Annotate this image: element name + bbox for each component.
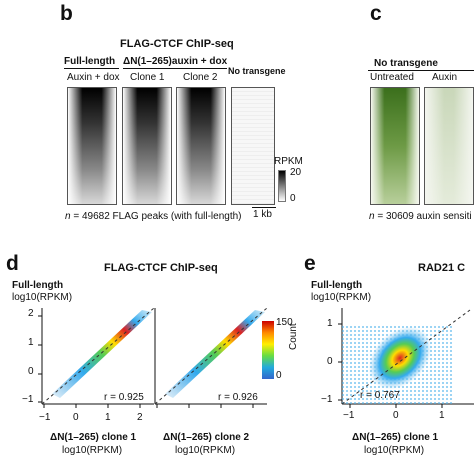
- panel-letter-d: d: [6, 252, 19, 275]
- y-tick-2: 2: [28, 308, 34, 319]
- density-blob: [368, 326, 432, 390]
- xlabel-units-plot-1: log10(RPKM): [62, 445, 123, 456]
- identity-line-e: [341, 309, 471, 405]
- xlabel-plot-2: ΔN(1–265) clone 2: [163, 432, 250, 443]
- colorbar-min: 0: [276, 370, 282, 381]
- e-y-tick-0: 0: [327, 356, 333, 367]
- density-band-2: [165, 310, 265, 398]
- x-tick-neg1: −1: [39, 412, 51, 423]
- caption-n: n: [65, 211, 71, 222]
- x-tick-2: 2: [137, 412, 143, 423]
- scatter-plot-1: [38, 307, 155, 408]
- colorbar-title: Count: [288, 323, 299, 350]
- x-tick-1: 1: [105, 412, 111, 423]
- identity-line-2: [154, 307, 268, 405]
- panel-e-ylabel-1: Full-length: [311, 280, 363, 291]
- panel-d-scatter-plots: [38, 307, 268, 408]
- panel-e-r-label: r = 0.767: [360, 390, 400, 401]
- y-tick-neg1: −1: [22, 394, 34, 405]
- scale-bar: [252, 207, 276, 208]
- y-tick-1: 1: [28, 337, 34, 348]
- panel-c-no-transgene: No transgene: [374, 58, 438, 69]
- e-y-tick-1: 1: [327, 318, 333, 329]
- heatmap-no-transgene: [231, 87, 275, 205]
- caption-text: = 49682 FLAG peaks (with full-length): [70, 211, 242, 222]
- full-length-header: Full-length: [64, 56, 116, 67]
- xlabel-plot-1: ΔN(1–265) clone 1: [50, 432, 137, 443]
- panel-e-title: RAD21 C: [418, 262, 466, 274]
- e-x-tick-neg1: −1: [343, 410, 355, 421]
- x-tick-0: 0: [73, 412, 79, 423]
- panel-d-title: FLAG-CTCF ChIP-seq: [104, 262, 218, 274]
- e-y-tick-neg1: −1: [321, 394, 333, 405]
- rpkm-colorbar: [278, 170, 286, 202]
- col-label-clone-1: Clone 1: [130, 72, 165, 83]
- panel-c-caption: n = 30609 auxin sensiti: [369, 211, 472, 222]
- panel-b-title: FLAG-CTCF ChIP-seq: [120, 38, 234, 50]
- count-colorbar: [262, 321, 274, 379]
- heatmap-full-length: [67, 87, 117, 205]
- panel-letter-c: c: [370, 2, 382, 25]
- legend-max: 20: [290, 167, 302, 178]
- heatmap-clone-2: [176, 87, 226, 205]
- col-label-auxin: Auxin: [432, 72, 458, 83]
- panel-letter-b: b: [60, 2, 73, 25]
- caption-text: = 30609 auxin sensiti: [374, 211, 472, 222]
- panel-d-ylabel-2: log10(RPKM): [12, 292, 73, 303]
- caption-n: n: [369, 211, 375, 222]
- panel-e-ylabel-2: log10(RPKM): [311, 292, 372, 303]
- panel-e-xlabel-units: log10(RPKM): [364, 445, 425, 456]
- legend-min: 0: [290, 193, 296, 204]
- delta-header: ΔN(1–265)auxin + dox: [123, 56, 228, 67]
- panel-b-caption: n = 49682 FLAG peaks (with full-length): [65, 211, 242, 222]
- heatmap-clone-1: [122, 87, 172, 205]
- panel-e-scatter-plot: [338, 308, 474, 408]
- scatter-plot-2: [154, 307, 268, 408]
- panel-c-header-rule: [368, 70, 474, 71]
- colorbar-max: 150: [276, 317, 293, 328]
- e-x-tick-1: 1: [439, 410, 445, 421]
- heatmap-auxin: [424, 87, 474, 205]
- scale-label: 1 kb: [253, 209, 272, 220]
- legend-title: RPKM: [274, 156, 303, 167]
- xlabel-units-plot-2: log10(RPKM): [175, 445, 236, 456]
- identity-line-1: [41, 307, 155, 405]
- header-rule-full-length: [64, 68, 119, 69]
- y-tick-0: 0: [28, 366, 34, 377]
- density-band-1: [52, 310, 152, 398]
- heatmap-untreated: [370, 87, 420, 205]
- col-label-clone-2: Clone 2: [183, 72, 218, 83]
- header-rule-delta: [123, 68, 227, 69]
- col-label-auxin-dox: Auxin + dox: [67, 72, 120, 83]
- panel-letter-e: e: [304, 252, 316, 275]
- panel-d-ylabel-1: Full-length: [12, 280, 64, 291]
- e-x-tick-0: 0: [393, 410, 399, 421]
- no-transgene-header: No transgene: [228, 66, 286, 76]
- r-label-plot-1: r = 0.925: [104, 392, 144, 403]
- col-label-untreated: Untreated: [370, 72, 414, 83]
- r-label-plot-2: r = 0.926: [218, 392, 258, 403]
- panel-e-xlabel: ΔN(1–265) clone 1: [352, 432, 439, 443]
